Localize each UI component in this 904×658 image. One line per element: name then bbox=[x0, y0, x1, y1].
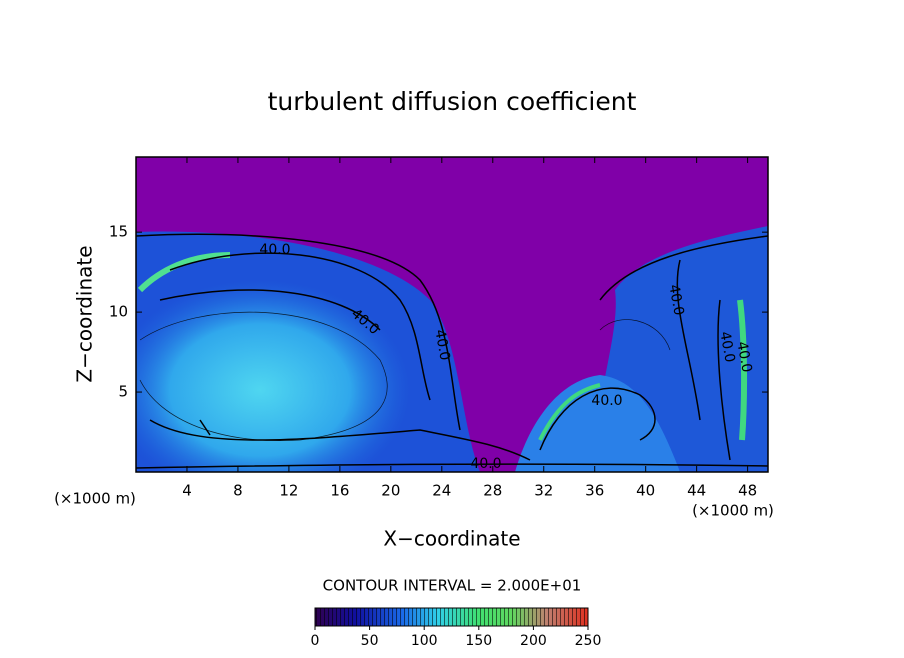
x-tick-label: 28 bbox=[483, 482, 502, 500]
x-tick-label: 32 bbox=[534, 482, 553, 500]
contour-label: 40.0 bbox=[431, 328, 452, 361]
chart-title: turbulent diffusion coefficient bbox=[268, 87, 637, 116]
x-tick-label: 8 bbox=[233, 482, 243, 500]
y-tick-label: 15 bbox=[109, 223, 128, 241]
contour-label: 40.0 bbox=[470, 456, 501, 472]
y-axis-label: Z−coordinate bbox=[73, 245, 97, 382]
plot-frame bbox=[135, 156, 769, 473]
colorbar-frame bbox=[314, 607, 589, 627]
x-tick-label: 4 bbox=[182, 482, 192, 500]
x-tick-label: 12 bbox=[279, 482, 298, 500]
colorbar-tick-label: 150 bbox=[465, 633, 492, 649]
x-axis-label: X−coordinate bbox=[383, 527, 520, 551]
colorbar-tick-label: 50 bbox=[361, 633, 379, 649]
colorbar-tick-label: 0 bbox=[311, 633, 320, 649]
x-tick-label: 48 bbox=[738, 482, 757, 500]
x-tick-label: 40 bbox=[636, 482, 655, 500]
colorbar-tick-label: 100 bbox=[411, 633, 438, 649]
contour-label: 40.0 bbox=[733, 340, 754, 373]
field bbox=[136, 157, 768, 472]
y-tick-label: 10 bbox=[109, 303, 128, 321]
contour-label: 40.0 bbox=[591, 393, 622, 409]
x-unit-label: (×1000 m) bbox=[692, 502, 774, 520]
colorbar-tick-label: 200 bbox=[520, 633, 547, 649]
y-tick-label: 5 bbox=[118, 383, 128, 401]
colorbar-label: CONTOUR INTERVAL = 2.000E+01 bbox=[323, 577, 582, 595]
contour-label: 40.0 bbox=[716, 330, 737, 363]
colorbar-stripes bbox=[315, 608, 588, 626]
x-tick-label: 36 bbox=[585, 482, 604, 500]
x-unit-label: (×1000 m) bbox=[54, 490, 136, 508]
contour-label: 40.0 bbox=[665, 283, 686, 316]
x-tick-label: 44 bbox=[687, 482, 706, 500]
x-tick-label: 16 bbox=[330, 482, 349, 500]
x-tick-label: 24 bbox=[432, 482, 451, 500]
colorbar-tick-label: 250 bbox=[575, 633, 602, 649]
x-tick-label: 20 bbox=[381, 482, 400, 500]
contour-label: 40.0 bbox=[259, 242, 290, 258]
